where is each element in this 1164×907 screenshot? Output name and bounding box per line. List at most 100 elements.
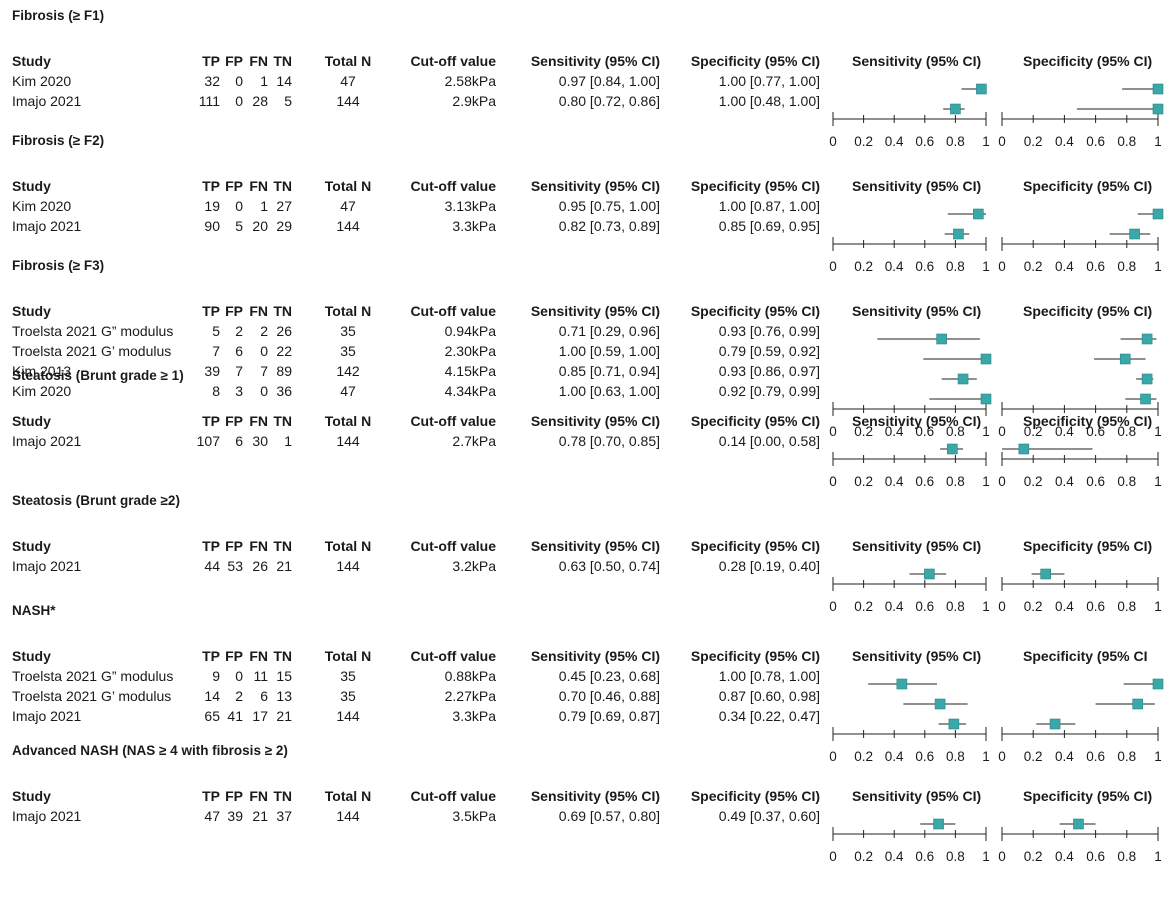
header-tn: TN	[273, 538, 292, 554]
header-tp: TP	[202, 538, 220, 554]
specificity-axis-tick-label: 0.6	[1086, 599, 1105, 614]
fn-value: 1	[260, 73, 268, 89]
header-specificity: Specificity (95% CI)	[690, 53, 820, 69]
fp-value: 7	[235, 363, 243, 379]
specificity-point-marker	[1152, 678, 1164, 690]
specificity-ci-text: 0.87 [0.60, 0.98]	[718, 688, 820, 704]
header-cutoff: Cut-off value	[410, 303, 496, 319]
sensitivity-point-marker	[933, 818, 944, 830]
specificity-point-marker	[1040, 568, 1051, 580]
sensitivity-axis-tick-label: 0	[829, 849, 837, 864]
study-name: Imajo 2021	[12, 433, 82, 449]
plot-header-specificity: Specificity (95% CI)	[1023, 538, 1153, 554]
specificity-ci-text: 1.00 [0.78, 1.00]	[718, 668, 820, 684]
sensitivity-axis-tick-label: 1	[982, 474, 990, 489]
specificity-axis-tick-label: 0.4	[1055, 599, 1074, 614]
sensitivity-axis-tick-label: 0.2	[854, 749, 873, 764]
study-name: Troelsta 2021 G’ modulus	[12, 343, 172, 359]
plot-header-specificity: Specificity (95% CI)	[1023, 303, 1153, 319]
header-study: Study	[12, 53, 51, 69]
sensitivity-axis-tick-label: 0.4	[885, 599, 904, 614]
header-total: Total N	[324, 648, 372, 664]
specificity-axis-tick-label: 0.2	[1024, 134, 1043, 149]
sensitivity-axis-tick-label: 1	[982, 259, 990, 274]
sensitivity-axis-tick-label: 0.8	[946, 599, 965, 614]
plot-header-sensitivity: Sensitivity (95% CI)	[852, 53, 982, 69]
sensitivity-ci-text: 0.71 [0.29, 0.96]	[558, 323, 660, 339]
study-name: Troelsta 2021 G” modulus	[12, 323, 174, 339]
sensitivity-axis-tick-label: 0.8	[946, 474, 965, 489]
specificity-axis-tick-label: 0	[998, 474, 1006, 489]
sensitivity-point-marker	[957, 373, 969, 385]
fp-value: 2	[235, 323, 243, 339]
total-n-value: 35	[340, 323, 356, 339]
specificity-point-marker	[1141, 333, 1153, 345]
specificity-point-marker	[1132, 698, 1144, 710]
total-n-value: 35	[340, 343, 356, 359]
study-name: Kim 2020	[12, 73, 72, 89]
header-cutoff: Cut-off value	[410, 413, 496, 429]
cutoff-value: 4.15kPa	[444, 363, 496, 379]
tp-value: 39	[204, 363, 220, 379]
tn-value: 89	[276, 363, 292, 379]
header-specificity: Specificity (95% CI)	[690, 178, 820, 194]
fn-value: 28	[252, 93, 268, 109]
sensitivity-point-marker	[950, 103, 961, 115]
header-fp: FP	[225, 303, 243, 319]
sensitivity-ci-text: 1.00 [0.63, 1.00]	[558, 383, 660, 399]
cutoff-value: 2.58kPa	[444, 73, 496, 89]
tn-value: 5	[284, 93, 292, 109]
total-n-value: 142	[336, 363, 360, 379]
specificity-axis-tick-label: 1	[1154, 474, 1162, 489]
sensitivity-ci-text: 0.69 [0.57, 0.80]	[558, 808, 660, 824]
header-cutoff: Cut-off value	[410, 648, 496, 664]
total-n-value: 144	[336, 218, 360, 234]
cutoff-value: 3.2kPa	[452, 558, 496, 574]
tp-value: 7	[212, 343, 220, 359]
tp-value: 5	[212, 323, 220, 339]
sensitivity-axis-tick-label: 0.2	[854, 259, 873, 274]
fp-value: 6	[235, 433, 243, 449]
cutoff-value: 2.9kPa	[452, 93, 496, 109]
sensitivity-axis-tick-label: 0.2	[854, 599, 873, 614]
fp-value: 3	[235, 383, 243, 399]
sensitivity-point-marker	[934, 698, 946, 710]
specificity-point-marker	[1152, 208, 1164, 220]
total-n-value: 144	[336, 558, 360, 574]
header-specificity: Specificity (95% CI)	[690, 303, 820, 319]
specificity-axis-tick-label: 0.2	[1024, 424, 1043, 439]
header-study: Study	[12, 303, 51, 319]
sensitivity-axis-tick-label: 0.8	[946, 749, 965, 764]
sensitivity-point-marker	[924, 568, 935, 580]
total-n-value: 35	[340, 668, 356, 684]
study-name: Kim 2020	[12, 198, 72, 214]
section-title: Steatosis (Brunt grade ≥ 1)	[12, 368, 184, 383]
sensitivity-axis-tick-label: 0	[829, 599, 837, 614]
sensitivity-axis-tick-label: 0.6	[915, 849, 934, 864]
sensitivity-axis-tick-label: 0.8	[946, 134, 965, 149]
study-name: Imajo 2021	[12, 93, 82, 109]
specificity-axis-tick-label: 1	[1154, 259, 1162, 274]
sensitivity-point-marker	[980, 393, 992, 405]
specificity-axis-tick-label: 0	[998, 424, 1006, 439]
fp-value: 2	[235, 688, 243, 704]
tn-value: 27	[276, 198, 292, 214]
sensitivity-ci-text: 0.63 [0.50, 0.74]	[558, 558, 660, 574]
sensitivity-axis-tick-label: 0.4	[885, 424, 904, 439]
header-tn: TN	[273, 648, 292, 664]
sensitivity-axis-tick-label: 0.6	[915, 749, 934, 764]
plot-header-specificity: Specificity (95% CI)	[1023, 53, 1153, 69]
header-sensitivity: Sensitivity (95% CI)	[530, 178, 660, 194]
section-title: Fibrosis (≥ F2)	[12, 133, 105, 148]
header-fp: FP	[225, 413, 243, 429]
cutoff-value: 3.5kPa	[452, 808, 496, 824]
sensitivity-axis-tick-label: 1	[982, 134, 990, 149]
sensitivity-ci-text: 0.79 [0.69, 0.87]	[558, 708, 660, 724]
sensitivity-point-marker	[973, 208, 984, 220]
sensitivity-axis-tick-label: 0.6	[915, 424, 934, 439]
study-name: Kim 2020	[12, 383, 72, 399]
specificity-axis-tick-label: 0.6	[1086, 474, 1105, 489]
sensitivity-axis-tick-label: 0	[829, 134, 837, 149]
fn-value: 0	[260, 343, 268, 359]
fp-value: 0	[235, 198, 243, 214]
